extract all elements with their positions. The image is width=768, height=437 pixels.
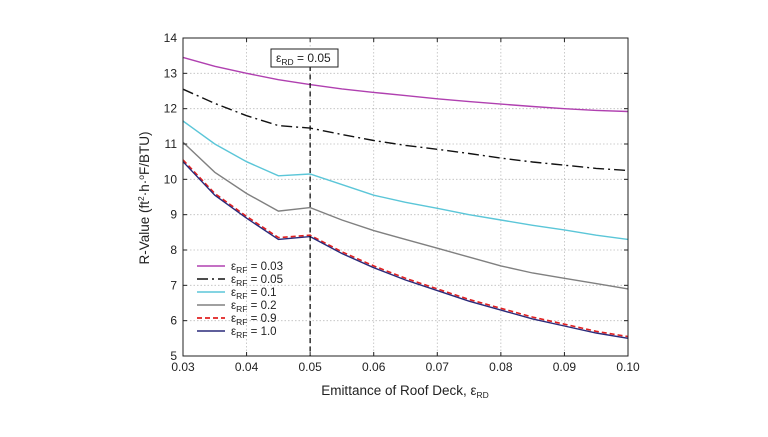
series-line-6 — [182, 161, 629, 339]
y-tick-label: 10 — [164, 172, 178, 186]
series-lines — [182, 56, 629, 339]
x-tick-label: 0.10 — [616, 360, 640, 374]
x-tick-label: 0.03 — [171, 360, 195, 374]
y-tick-label: 11 — [165, 137, 178, 151]
annotation-box — [270, 48, 339, 68]
x-tick-label: 0.04 — [235, 360, 259, 374]
series-line-5 — [182, 159, 629, 338]
annotation: εRD = 0.05 — [270, 48, 339, 356]
y-axis-title: R-Value (ft2·h·oF/BTU) — [136, 132, 152, 265]
annotation-label: εRD = 0.05 — [276, 51, 331, 67]
series-line-4 — [182, 141, 629, 290]
series-line-2 — [182, 88, 629, 172]
series-line-3 — [182, 120, 629, 241]
x-tick-label: 0.09 — [553, 360, 577, 374]
x-tick-label: 0.08 — [489, 360, 513, 374]
legend-label: εRF = 0.2 — [231, 300, 277, 314]
x-tick-label: 0.06 — [362, 360, 386, 374]
x-tick-label: 0.05 — [298, 360, 322, 374]
series-line-1 — [182, 56, 629, 113]
ticks: 0.03 0.04 0.05 0.06 0.07 0.08 0.09 0.10 5 6 7 8 9 10 1… — [164, 31, 640, 374]
plot-frame — [182, 37, 629, 357]
legend-label: εRF = 1.0 — [231, 326, 277, 340]
legend-label: εRF = 0.1 — [231, 287, 277, 301]
legend-label: εRF = 0.9 — [231, 313, 277, 327]
y-tick-label: 14 — [164, 31, 178, 45]
y-tick-label: 9 — [170, 208, 177, 222]
y-tick-label: 13 — [164, 66, 178, 80]
y-tick-label: 7 — [170, 278, 177, 292]
x-tick-label: 0.07 — [426, 360, 450, 374]
y-tick-label: 8 — [170, 243, 177, 257]
y-tick-label: 5 — [170, 349, 177, 363]
legend-label: εRF = 0.03 — [231, 261, 283, 275]
y-tick-label: 12 — [164, 102, 178, 116]
y-tick-label: 6 — [170, 314, 177, 328]
x-axis-title: Emittance of Roof Deck, εRD — [321, 383, 489, 400]
legend-label: εRF = 0.05 — [231, 274, 283, 288]
